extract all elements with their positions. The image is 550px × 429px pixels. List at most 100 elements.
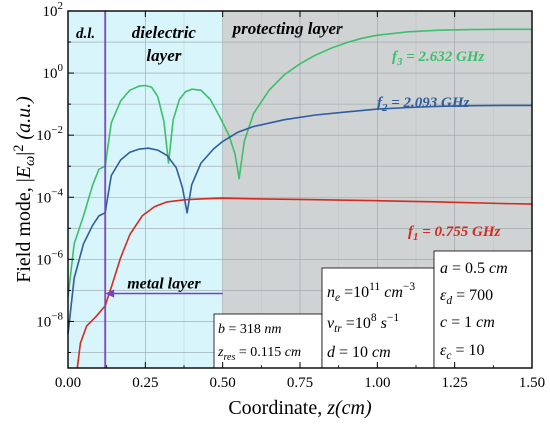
region-0 bbox=[68, 11, 106, 368]
series-label-3: f1 = 0.755 GHz bbox=[408, 224, 501, 243]
param-epsd: εd = 700 bbox=[440, 287, 493, 307]
y-tick-exponent: 0 bbox=[58, 62, 64, 74]
x-axis-label: Coordinate, z(cm) bbox=[228, 397, 372, 419]
series-label-sub: 1 bbox=[413, 231, 419, 243]
y-tick-base: 10 bbox=[36, 190, 51, 206]
y-tick-exponent: −4 bbox=[51, 186, 63, 198]
series-label-rest: = 2.632 GHz bbox=[403, 49, 485, 65]
param-box-2 bbox=[321, 267, 435, 369]
series-label-f: f bbox=[408, 224, 415, 240]
param-b-part: nm bbox=[264, 322, 281, 337]
y-tick-label: 10−2 bbox=[36, 124, 63, 144]
param-b-part: = 318 bbox=[225, 322, 264, 337]
series-label-f: f bbox=[377, 95, 384, 111]
param-d-part: d bbox=[327, 344, 336, 361]
param-box-3 bbox=[433, 250, 533, 369]
x-tick-label: 0.00 bbox=[55, 375, 81, 391]
param-zres-part: cm bbox=[285, 345, 301, 360]
y-tick-exponent: −6 bbox=[51, 248, 63, 260]
y-tick-exponent: 2 bbox=[58, 0, 64, 12]
param-zres-part: res bbox=[223, 352, 235, 363]
metal-layer-arrow-head bbox=[105, 289, 115, 298]
param-d: d = 10 cm bbox=[327, 344, 391, 361]
x-tick-label: 1.25 bbox=[442, 375, 468, 391]
param-c-part: = 1 bbox=[447, 314, 476, 331]
param-b: b = 318 nm bbox=[218, 322, 282, 337]
y-tick-label: 10−4 bbox=[36, 186, 63, 206]
param-c-part: c bbox=[440, 314, 447, 331]
region-label-protecting: protecting layer bbox=[231, 19, 343, 38]
y-axis-label-part: (a.u.) bbox=[13, 96, 35, 140]
x-tick-label: 1.00 bbox=[364, 375, 390, 391]
region-label-dielectric-1: dielectric bbox=[132, 23, 197, 42]
y-tick-label: 10−6 bbox=[36, 248, 63, 268]
series-label-sub: 2 bbox=[381, 102, 388, 114]
param-nutr-part: tr bbox=[334, 323, 342, 335]
param-epsc-part: = 10 bbox=[451, 342, 484, 359]
param-nutr-part: s bbox=[381, 315, 387, 332]
param-ne-part: n bbox=[327, 284, 335, 301]
param-ne-part: cm bbox=[384, 284, 403, 301]
x-tick-label: 0.75 bbox=[287, 375, 313, 391]
param-a-part: cm bbox=[489, 260, 508, 277]
series-label-rest: = 2.093 GHz bbox=[388, 95, 470, 111]
y-axis-label: Field mode, |Eω|2 (a.u.) bbox=[11, 96, 38, 283]
param-a-part: = 0.5 bbox=[448, 260, 489, 277]
param-epsc-part: c bbox=[446, 350, 451, 362]
param-nutr-part: =10 bbox=[342, 315, 371, 332]
param-epsd-part: d bbox=[446, 295, 452, 307]
param-epsd-part: ε bbox=[440, 287, 447, 304]
y-tick-base: 10 bbox=[36, 128, 51, 144]
param-epsc-part: ε bbox=[440, 342, 447, 359]
param-zres-part: z bbox=[217, 345, 224, 360]
series-label-f: f bbox=[392, 49, 399, 65]
metal-layer-label: metal layer bbox=[127, 275, 201, 292]
param-epsc: εc = 10 bbox=[440, 342, 484, 362]
param-c: c = 1 cm bbox=[440, 314, 495, 331]
region-1 bbox=[105, 11, 223, 368]
series-label-1: f3 = 2.632 GHz bbox=[392, 49, 485, 68]
y-tick-exponent: −8 bbox=[51, 310, 63, 322]
param-ne-part: −3 bbox=[403, 281, 415, 293]
x-axis-label-part: Coordinate, bbox=[228, 397, 327, 419]
y-tick-base: 10 bbox=[36, 252, 51, 268]
param-nutr: νtr =108 s−1 bbox=[327, 312, 399, 335]
x-tick-label: 0.25 bbox=[132, 375, 158, 391]
param-box-1 bbox=[213, 313, 323, 369]
param-nutr-part: −1 bbox=[387, 312, 399, 324]
param-a: a = 0.5 cm bbox=[440, 260, 508, 277]
param-nutr-part: 8 bbox=[371, 312, 377, 324]
series-label-rest: = 0.755 GHz bbox=[419, 224, 501, 240]
param-d-part: cm bbox=[372, 344, 391, 361]
y-axis-label-part: Field mode, | bbox=[13, 178, 35, 283]
param-a-part: a bbox=[440, 260, 448, 277]
y-tick-base: 10 bbox=[43, 66, 58, 82]
series-label-sub: 3 bbox=[396, 56, 403, 68]
param-epsd-part: = 700 bbox=[452, 287, 493, 304]
y-tick-base: 10 bbox=[36, 314, 51, 330]
axes-layer: 0.00 0.25 0.50 0.75 1.00 1.25 1.5010−810−610−4… bbox=[11, 0, 545, 419]
y-tick-exponent: −2 bbox=[51, 124, 63, 136]
region-label-dl: d.l. bbox=[76, 26, 95, 42]
param-ne-part: =10 bbox=[340, 284, 369, 301]
series-label-2: f2 = 2.093 GHz bbox=[377, 95, 470, 114]
y-tick-base: 10 bbox=[43, 4, 58, 20]
param-nutr-part: ν bbox=[327, 315, 335, 332]
x-tick-label: 0.50 bbox=[210, 375, 236, 391]
param-c-part: cm bbox=[476, 314, 495, 331]
y-tick-label: 100 bbox=[43, 62, 64, 82]
y-axis-label-part: ω bbox=[22, 156, 38, 166]
y-axis-label-part: E bbox=[13, 166, 35, 179]
y-axis-label-part: 2 bbox=[11, 145, 27, 152]
param-ne: ne =1011 cm−3 bbox=[327, 281, 415, 304]
series-line-1 bbox=[67, 28, 532, 297]
series-line-3 bbox=[76, 197, 533, 369]
x-axis-label-part: (cm) bbox=[335, 397, 372, 419]
param-d-part: = 10 bbox=[335, 344, 372, 361]
param-zres: zres = 0.115 cm bbox=[217, 345, 301, 363]
param-b-part: b bbox=[218, 322, 225, 337]
y-axis-label-part: | bbox=[13, 152, 35, 156]
